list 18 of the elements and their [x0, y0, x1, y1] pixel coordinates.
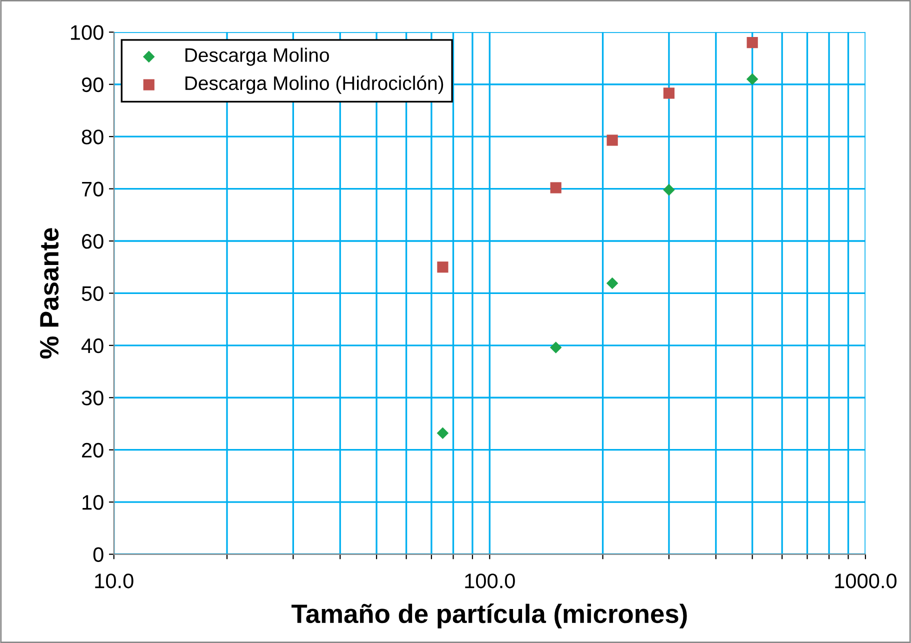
y-tick-label: 0 — [93, 547, 104, 562]
x-axis-title: Tamaño de partícula (micrones) — [292, 604, 687, 628]
y-tick-label: 40 — [81, 338, 104, 354]
x-tick-label: 100.0 — [465, 574, 515, 588]
x-tick-label: 10.0 — [95, 574, 134, 588]
y-tick-label: 90 — [82, 77, 104, 92]
legend-label: Descarga Molino (Hidrociclón) — [185, 76, 444, 94]
y-tick-label: 30 — [82, 390, 104, 406]
legend-label: Descarga Molino — [185, 48, 329, 66]
y-tick-label: 80 — [82, 130, 104, 144]
x-tick-label: 1000.0 — [835, 574, 896, 588]
y-tick-label: 100 — [70, 25, 104, 40]
y-tick-label: 50 — [82, 286, 104, 301]
y-tick-label: 10 — [82, 495, 104, 510]
y-tick-label: 60 — [82, 234, 104, 249]
y-tick-label: 70 — [82, 182, 104, 197]
y-axis-title: % Pasante — [40, 228, 59, 359]
y-tick-label: 20 — [82, 442, 104, 458]
